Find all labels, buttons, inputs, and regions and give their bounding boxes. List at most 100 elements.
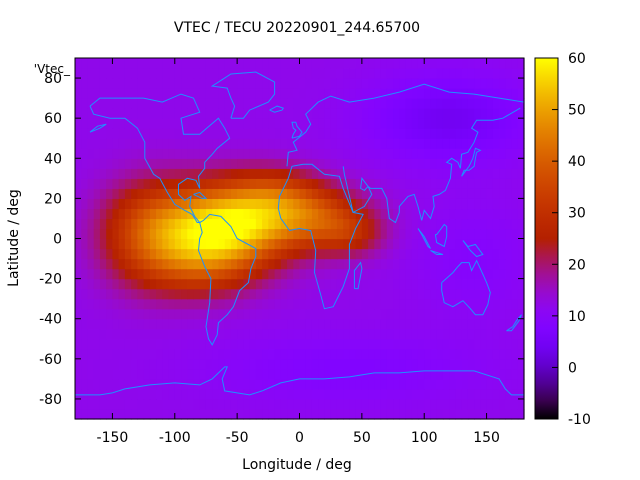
heatmap-cell bbox=[336, 408, 344, 420]
heatmap-cell bbox=[399, 98, 407, 109]
heatmap-cell bbox=[243, 338, 251, 350]
heatmap-cell bbox=[455, 288, 463, 300]
heatmap-cell bbox=[361, 398, 369, 410]
heatmap-cell bbox=[293, 338, 301, 350]
heatmap-cell bbox=[218, 358, 226, 370]
heatmap-cell bbox=[349, 58, 357, 69]
heatmap-cell bbox=[205, 218, 213, 230]
heatmap-cell bbox=[430, 408, 438, 420]
heatmap-cell bbox=[305, 178, 313, 189]
heatmap-cell bbox=[293, 228, 301, 240]
heatmap-cell bbox=[187, 138, 195, 149]
heatmap-cell bbox=[181, 108, 188, 119]
heatmap-cell bbox=[75, 158, 82, 169]
heatmap-cell bbox=[81, 378, 89, 390]
heatmap-cell bbox=[137, 398, 145, 410]
heatmap-cell bbox=[436, 78, 444, 89]
heatmap-cell bbox=[442, 178, 450, 189]
heatmap-cell bbox=[243, 398, 251, 410]
heatmap-cell bbox=[386, 148, 394, 159]
heatmap-cell bbox=[430, 358, 438, 370]
heatmap-cell bbox=[386, 98, 394, 109]
heatmap-cell bbox=[106, 108, 114, 119]
heatmap-cell bbox=[324, 208, 332, 220]
coastline-path bbox=[74, 366, 524, 409]
heatmap-cell bbox=[181, 248, 188, 260]
heatmap-cell bbox=[405, 58, 413, 69]
heatmap-cell bbox=[305, 378, 313, 390]
heatmap-cell bbox=[162, 78, 170, 89]
heatmap-cell bbox=[93, 288, 101, 300]
heatmap-cell bbox=[268, 208, 276, 220]
heatmap-cell bbox=[486, 298, 494, 310]
heatmap-cell bbox=[93, 158, 101, 169]
heatmap-cell bbox=[112, 318, 120, 330]
heatmap-cell bbox=[517, 78, 525, 89]
heatmap-cell bbox=[436, 108, 444, 119]
heatmap-cell bbox=[511, 178, 519, 189]
heatmap-cell bbox=[280, 308, 288, 320]
heatmap-cell bbox=[318, 408, 326, 420]
heatmap-cell bbox=[474, 208, 481, 220]
heatmap-cell bbox=[149, 368, 157, 380]
heatmap-cell bbox=[399, 208, 407, 220]
heatmap-cell bbox=[361, 258, 369, 270]
heatmap-cell bbox=[330, 178, 338, 189]
heatmap-cell bbox=[268, 238, 276, 250]
heatmap-cell bbox=[343, 408, 350, 420]
heatmap-cell bbox=[87, 148, 95, 159]
heatmap-cell bbox=[106, 208, 114, 220]
heatmap-cell bbox=[124, 68, 132, 79]
heatmap-cell bbox=[249, 138, 257, 149]
heatmap-cell bbox=[411, 108, 419, 119]
heatmap-cell bbox=[243, 308, 251, 320]
heatmap-cell bbox=[118, 158, 126, 169]
heatmap-cell bbox=[318, 78, 326, 89]
heatmap-cell bbox=[305, 198, 313, 210]
heatmap-cell bbox=[324, 238, 332, 250]
heatmap-cell bbox=[87, 128, 95, 139]
heatmap-cell bbox=[517, 328, 525, 340]
heatmap-cell bbox=[124, 78, 132, 89]
heatmap-cell bbox=[187, 318, 195, 330]
heatmap-cell bbox=[368, 328, 375, 340]
heatmap-cell bbox=[230, 118, 238, 129]
heatmap-cell bbox=[268, 188, 276, 199]
heatmap-cell bbox=[305, 78, 313, 89]
heatmap-cell bbox=[243, 218, 251, 230]
heatmap-cell bbox=[212, 178, 220, 189]
heatmap-cell bbox=[417, 218, 425, 230]
heatmap-cell bbox=[224, 148, 232, 159]
heatmap-cell bbox=[249, 168, 257, 179]
heatmap-cell bbox=[124, 298, 132, 310]
heatmap-cell bbox=[324, 318, 332, 330]
heatmap-cell bbox=[81, 138, 89, 149]
heatmap-cell bbox=[386, 198, 394, 210]
heatmap-cell bbox=[511, 238, 519, 250]
heatmap-cell bbox=[424, 178, 432, 189]
heatmap-cell bbox=[106, 98, 114, 109]
heatmap-cell bbox=[218, 338, 226, 350]
heatmap-cell bbox=[374, 318, 382, 330]
heatmap-cell bbox=[299, 208, 307, 220]
heatmap-cell bbox=[255, 328, 263, 340]
heatmap-cell bbox=[224, 268, 232, 280]
heatmap-cell bbox=[199, 68, 207, 79]
heatmap-cell bbox=[486, 338, 494, 350]
heatmap-cell bbox=[137, 118, 145, 129]
heatmap-cell bbox=[112, 168, 120, 179]
heatmap-cell bbox=[87, 338, 95, 350]
heatmap-cell bbox=[399, 348, 407, 360]
heatmap-cell bbox=[424, 338, 432, 350]
heatmap-cell bbox=[380, 248, 388, 260]
heatmap-cell bbox=[255, 118, 263, 129]
heatmap-cell bbox=[449, 68, 457, 79]
heatmap-cell bbox=[106, 148, 114, 159]
heatmap-cell bbox=[218, 68, 226, 79]
heatmap-cell bbox=[75, 88, 82, 99]
heatmap-cell bbox=[368, 208, 375, 220]
heatmap-cell bbox=[492, 98, 500, 109]
heatmap-cell bbox=[181, 168, 188, 179]
heatmap-cell bbox=[131, 278, 138, 290]
